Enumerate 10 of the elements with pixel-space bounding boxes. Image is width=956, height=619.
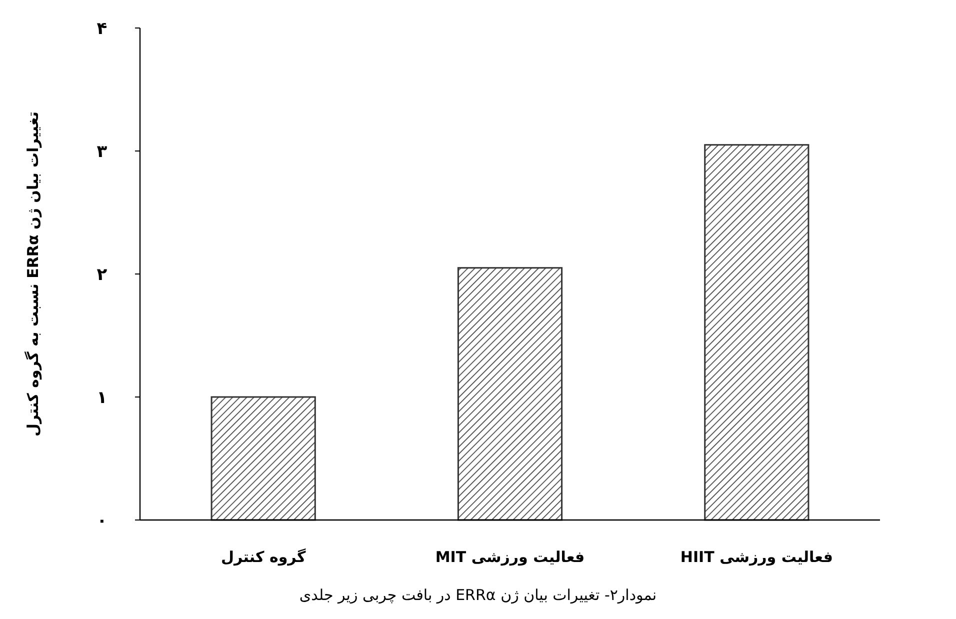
y-tick-label: ۱ (96, 388, 108, 408)
text: نمودار۲- تغییرات بیان ژن ERRα در بافت چربی زیر جلدی (299, 586, 657, 604)
y-tick-label: ۴ (96, 19, 108, 39)
x-tick-label: گروه کنترل (220, 548, 306, 566)
x-tick-label: فعالیت ورزشی HIIT (680, 548, 833, 566)
y-tick-label: ۰ (96, 511, 108, 531)
x-tick-label: فعالیت ورزشی MIT (435, 548, 585, 566)
y-tick-label: ۲ (96, 265, 108, 285)
y-axis-title: تغییرات بیان ژن ERRα نسبت به گروه کنترل (24, 112, 42, 436)
y-tick-label: ۳ (96, 142, 108, 162)
